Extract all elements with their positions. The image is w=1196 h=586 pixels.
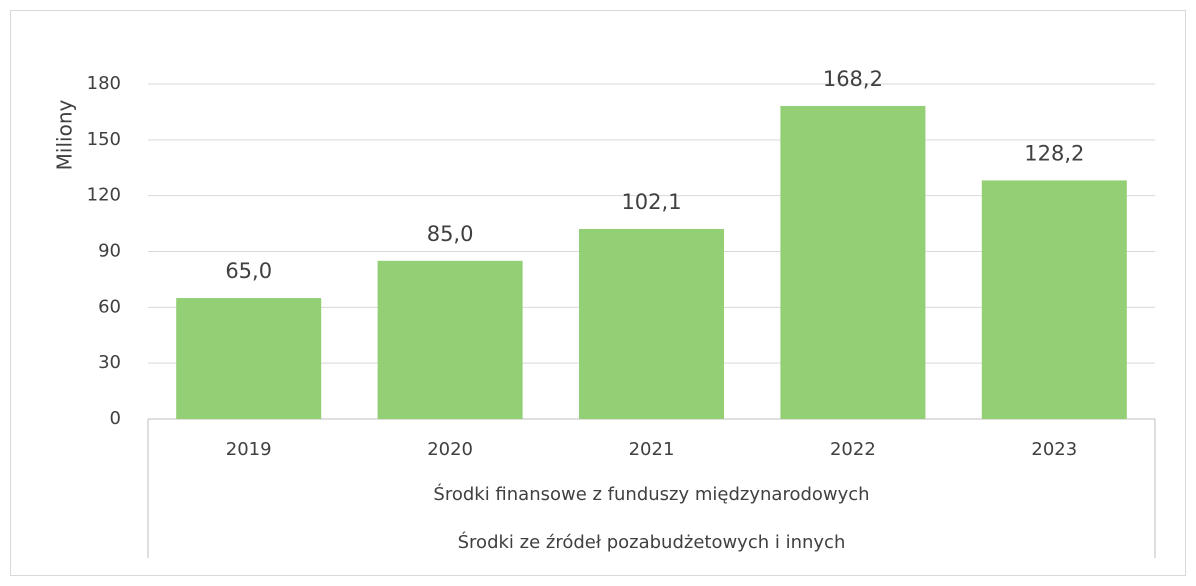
category-group-label: Środki ze źródeł pozabudżetowych i innyc… [458, 531, 846, 553]
bar [780, 105, 926, 419]
bar [578, 228, 725, 419]
y-tick-label: 180 [87, 73, 121, 94]
x-tick-label: 2019 [226, 439, 272, 460]
value-label: 65,0 [225, 259, 272, 283]
y-tick-label: 0 [110, 408, 121, 429]
x-tick-label: 2022 [830, 439, 876, 460]
y-tick-label: 120 [87, 185, 121, 206]
x-tick-label: 2023 [1031, 439, 1077, 460]
category-group-label: Środki finansowe z funduszy międzynarodo… [433, 483, 869, 505]
value-label: 102,1 [621, 190, 681, 214]
y-tick-label: 30 [98, 352, 121, 373]
bar [176, 298, 322, 419]
bar [377, 260, 523, 419]
value-label: 128,2 [1024, 141, 1084, 165]
x-tick-label: 2020 [427, 439, 473, 460]
y-tick-label: 150 [87, 129, 121, 150]
value-label: 168,2 [823, 67, 883, 91]
y-axis-label: Miliony [53, 100, 77, 171]
x-tick-label: 2021 [629, 439, 675, 460]
bar [981, 180, 1127, 419]
y-tick-label: 90 [98, 241, 121, 262]
y-tick-label: 60 [98, 296, 121, 317]
value-label: 85,0 [427, 222, 474, 246]
